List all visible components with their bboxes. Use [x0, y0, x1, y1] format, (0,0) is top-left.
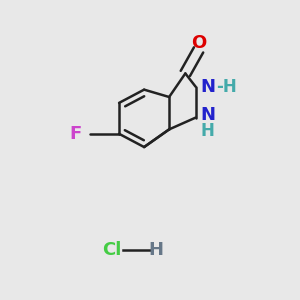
Text: H: H: [200, 122, 214, 140]
Text: Cl: Cl: [102, 241, 122, 259]
Text: N: N: [200, 106, 215, 124]
Text: N: N: [200, 78, 215, 96]
Text: H: H: [148, 241, 164, 259]
Text: -H: -H: [216, 78, 236, 96]
Text: F: F: [69, 125, 81, 143]
Text: O: O: [191, 34, 206, 52]
